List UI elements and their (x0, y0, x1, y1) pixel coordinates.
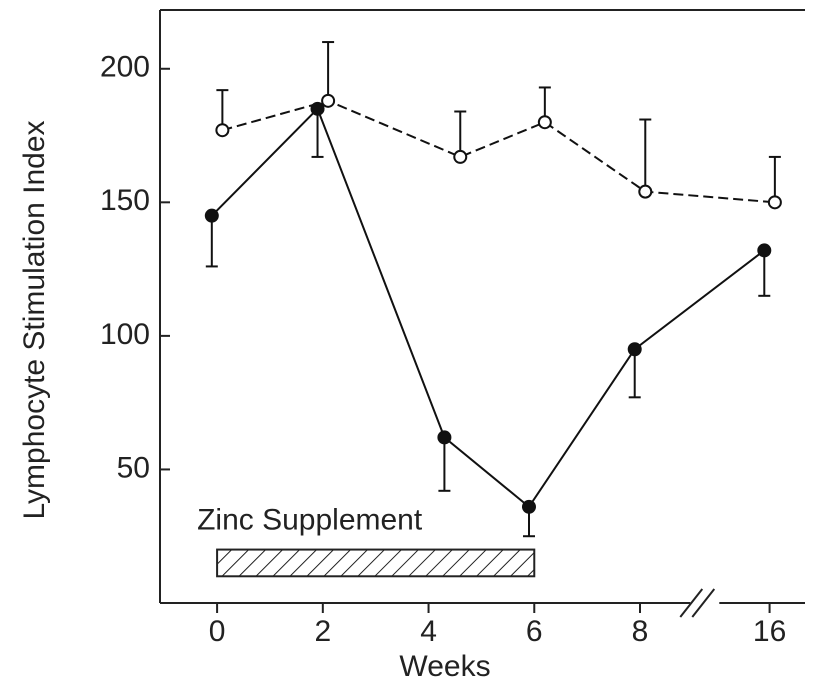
y-tick-label: 200 (100, 51, 150, 84)
x-tick-label: 0 (209, 615, 226, 648)
y-axis-label: Lymphocyte Stimulation Index (18, 120, 51, 519)
axis-break (679, 588, 704, 618)
y-tick-label: 100 (100, 318, 150, 351)
marker (453, 149, 468, 164)
marker (757, 243, 772, 258)
x-tick-label: 8 (632, 615, 649, 648)
y-tick-label: 50 (117, 451, 150, 484)
supplement-bar (216, 548, 536, 578)
axis-break (691, 588, 716, 618)
marker (521, 499, 536, 514)
series-line (211, 107, 765, 509)
marker (627, 342, 642, 357)
marker (437, 430, 452, 445)
x-tick-label: 6 (526, 615, 543, 648)
marker (215, 123, 230, 138)
x-tick-label: 2 (314, 615, 331, 648)
marker (321, 93, 336, 108)
marker (537, 115, 552, 130)
marker (638, 184, 653, 199)
marker (767, 195, 782, 210)
x-axis-label: Weeks (399, 650, 490, 683)
series-line (222, 99, 775, 204)
x-tick-label: 4 (420, 615, 437, 648)
y-tick-label: 150 (100, 184, 150, 217)
marker (204, 208, 219, 223)
annotation: Zinc Supplement (197, 503, 423, 536)
x-tick-label: 16 (753, 615, 786, 648)
